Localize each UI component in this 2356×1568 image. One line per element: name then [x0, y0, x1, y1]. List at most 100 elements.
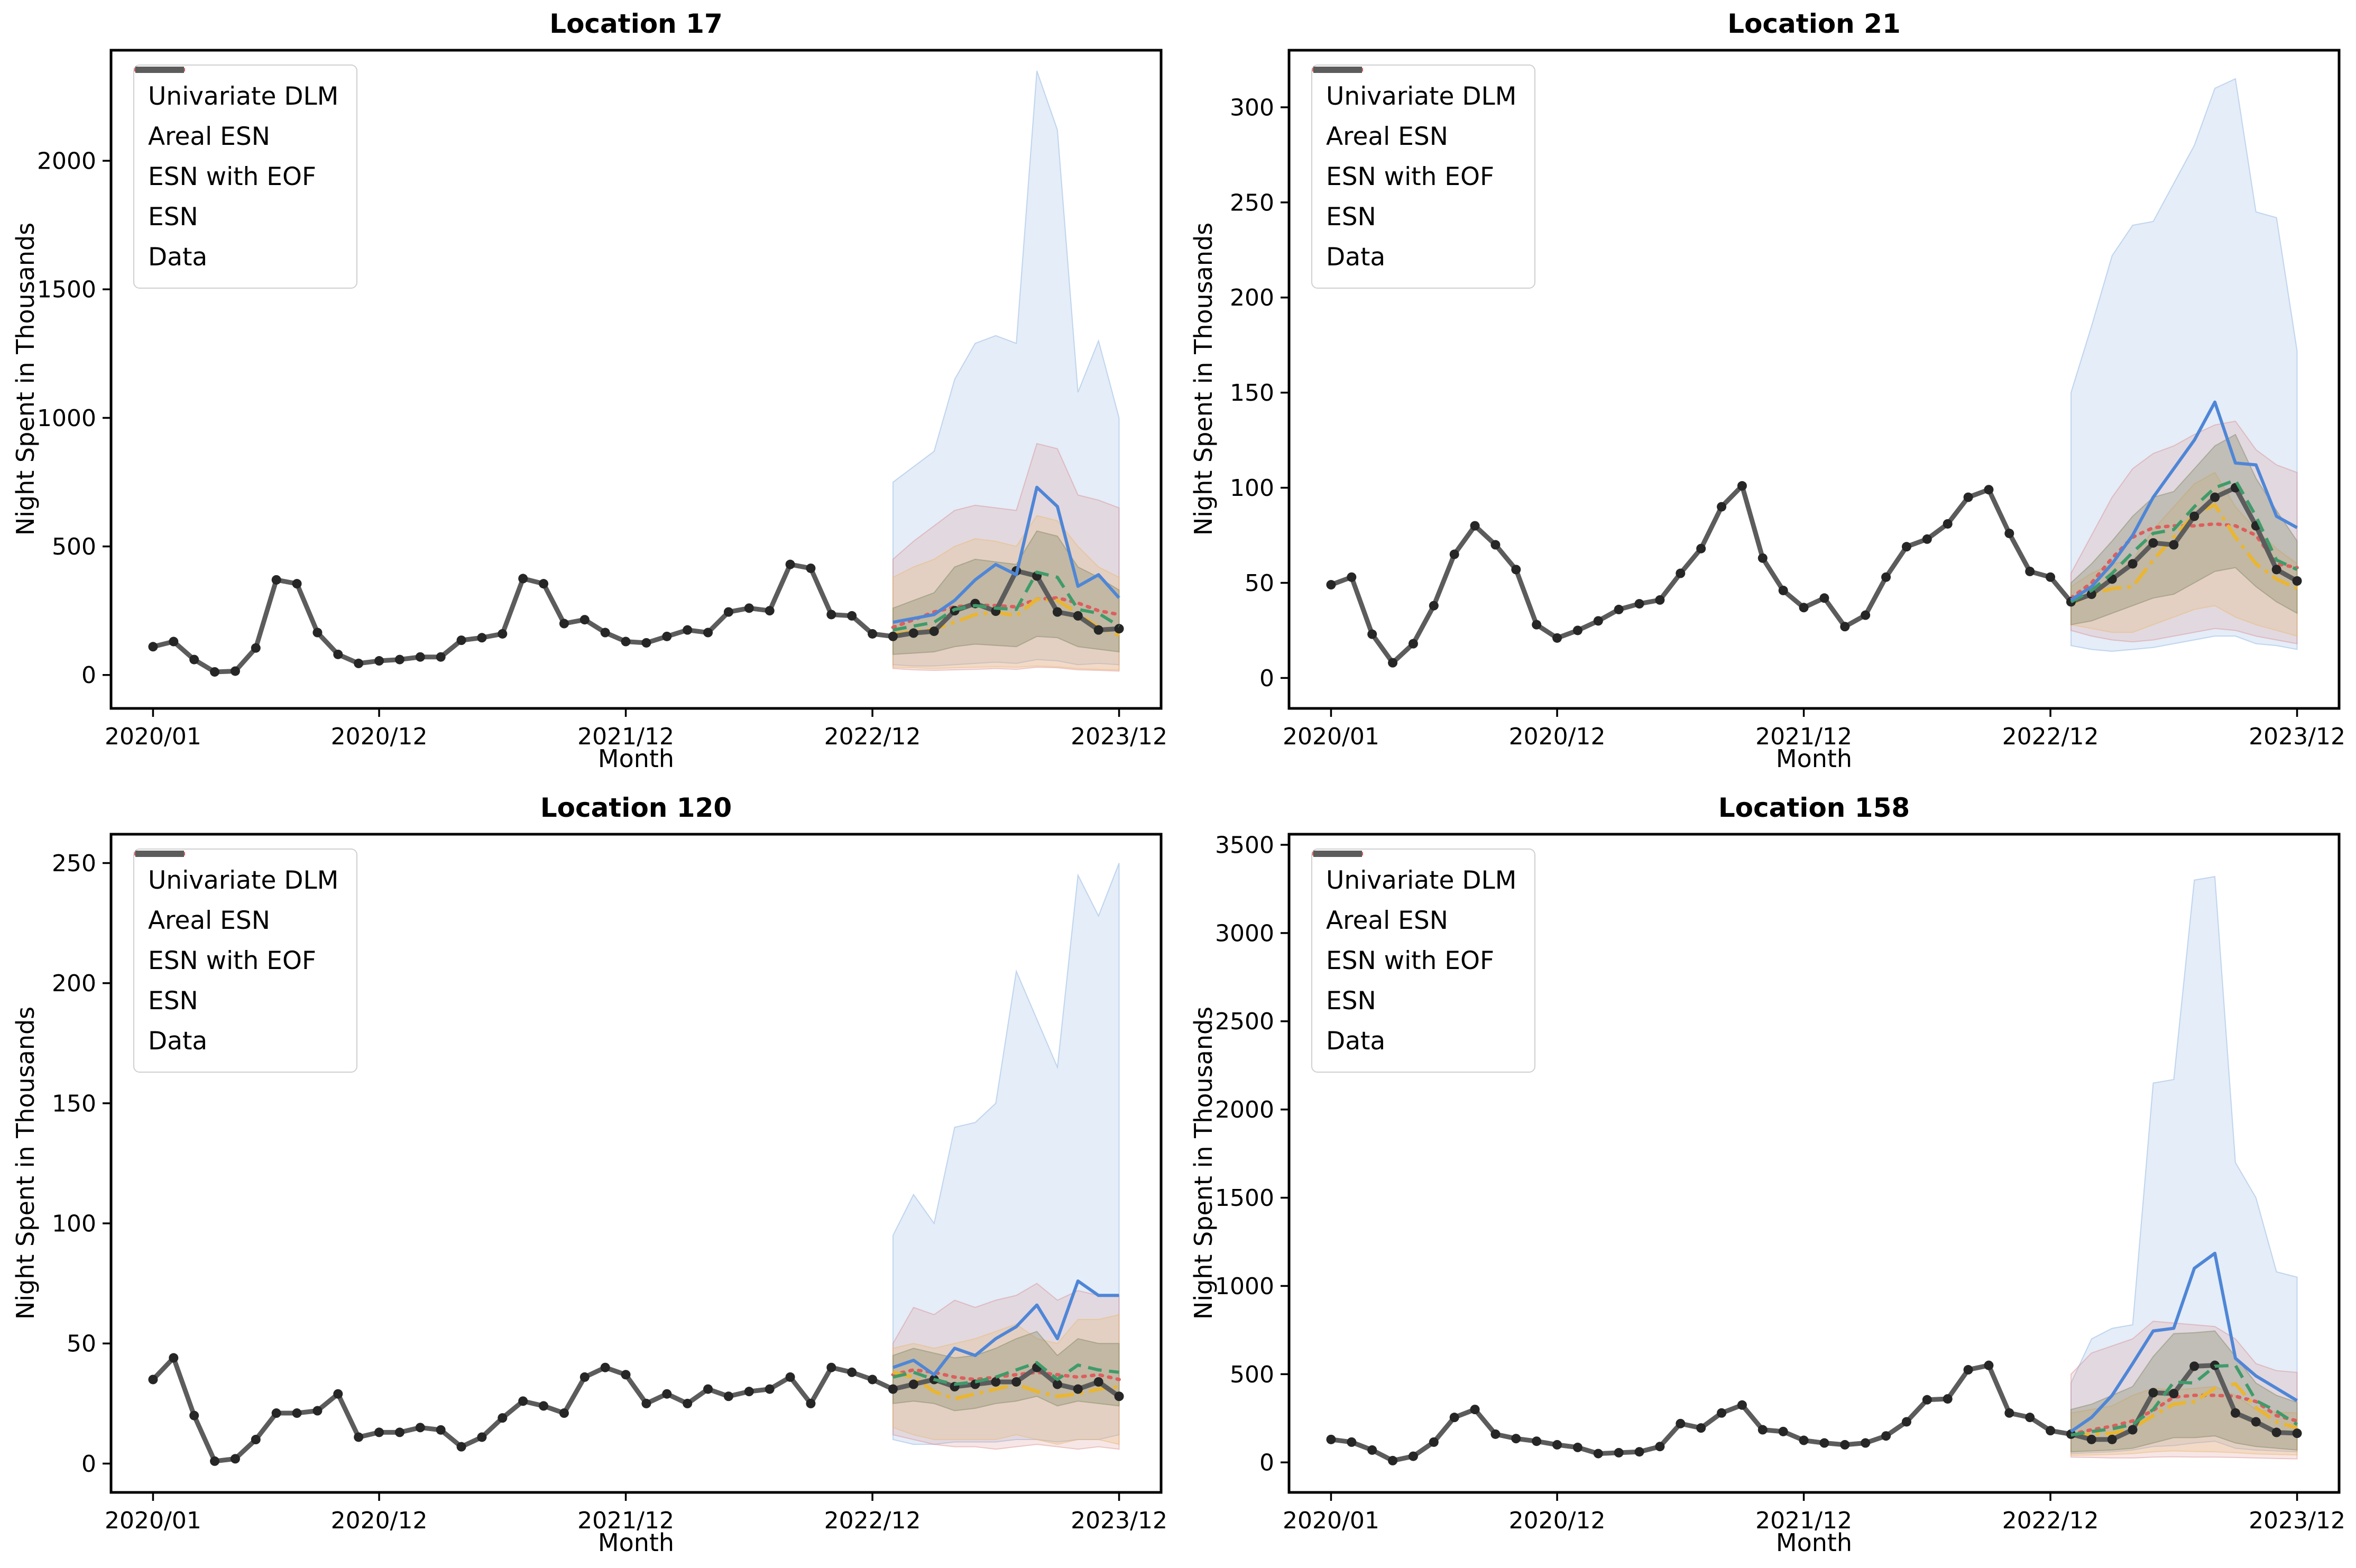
data-point-marker: [1778, 585, 1788, 595]
data-point-marker: [1696, 543, 1706, 554]
data-point-marker: [929, 626, 939, 637]
legend-item-label: Data: [148, 1026, 208, 1056]
data-point-marker: [621, 1370, 631, 1380]
esn-forecast-line: [2069, 1394, 2299, 1436]
data-point-marker: [251, 1435, 261, 1445]
esn-with-eof-forecast-line: [2070, 1382, 2298, 1438]
x-tick-label: 2020/12: [331, 1507, 428, 1534]
legend-item-label: Univariate DLM: [1326, 81, 1517, 111]
data-point-marker: [723, 607, 733, 617]
data-legend-line-icon: [1313, 851, 1362, 857]
data-point-marker: [2046, 572, 2056, 582]
data-point-marker: [189, 1410, 199, 1421]
data-point-marker: [210, 1456, 220, 1466]
data-point-marker: [765, 606, 775, 616]
data-point-marker: [1388, 1455, 1398, 1465]
y-tick-label: 0: [1259, 1450, 1274, 1477]
legend-item-label: ESN: [1326, 986, 1376, 1016]
x-tick-label: 2023/12: [1071, 1507, 1167, 1534]
y-axis-label: Night Spent in Thousands: [1189, 1006, 1218, 1320]
y-tick-label: 500: [1230, 1361, 1274, 1388]
legend-item-dlm: Univariate DLM: [135, 68, 338, 116]
data-point-marker: [354, 658, 364, 668]
data-point-marker: [1717, 502, 1727, 512]
data-point-marker: [559, 1408, 569, 1418]
data-point-marker: [991, 1377, 1001, 1387]
legend-item-data: Data: [135, 851, 338, 1061]
legend-item-areal_esn: Areal ESN: [1313, 852, 1516, 940]
data-point-marker: [1114, 1391, 1124, 1401]
data-point-marker: [436, 652, 446, 662]
legend-item-label: ESN with EOF: [1326, 946, 1495, 975]
areal-esn-forecast-line: [892, 1361, 1119, 1386]
data-point-marker: [847, 1367, 857, 1377]
plot-border: [1287, 833, 2341, 1494]
areal_esn-interval-band: [2070, 1330, 2298, 1453]
data-point-marker: [579, 1372, 590, 1382]
data-point-marker: [210, 667, 220, 677]
data-point-marker: [1819, 593, 1829, 603]
esn-with-eof-forecast-line: [2070, 503, 2298, 606]
data-point-marker: [1696, 1423, 1706, 1433]
data-point-marker: [1593, 616, 1603, 626]
data-point-marker: [2251, 1417, 2261, 1427]
data-point-marker: [1737, 481, 1747, 491]
data-point-marker: [2025, 1413, 2035, 1423]
data-point-marker: [2271, 1427, 2281, 1437]
plot-border: [109, 833, 1163, 1494]
data-point-marker: [744, 603, 754, 613]
data-point-marker: [600, 1362, 610, 1372]
data-point-marker: [559, 619, 569, 629]
data-point-marker: [1408, 1451, 1418, 1461]
areal-esn-forecast-line: [2070, 1363, 2298, 1437]
data-point-marker: [1861, 1438, 1871, 1448]
data-point-marker: [1943, 519, 1953, 529]
data-point-marker: [456, 1442, 466, 1452]
data-point-marker: [1367, 1445, 1377, 1455]
data-point-marker: [312, 1406, 323, 1416]
data-point-marker: [2004, 1408, 2014, 1418]
legend-item-label: Areal ESN: [148, 122, 270, 151]
data-point-marker: [1532, 620, 1542, 630]
y-tick-label: 100: [52, 1210, 96, 1237]
data-point-marker: [744, 1387, 754, 1397]
data-point-marker: [1901, 1417, 1911, 1427]
legend-item-label: Data: [148, 242, 208, 272]
legend-item-areal_esn: Areal ESN: [1313, 68, 1516, 156]
y-tick-label: 0: [81, 1451, 96, 1478]
plot-border: [1287, 49, 2341, 710]
data-point-marker: [1861, 610, 1871, 620]
data-point-marker: [2086, 1434, 2096, 1444]
data-point-marker: [1052, 607, 1062, 617]
data-point-marker: [1799, 1435, 1809, 1445]
y-tick-label: 200: [1230, 284, 1274, 311]
data-point-marker: [415, 652, 425, 662]
data-point-marker: [2169, 540, 2179, 550]
data-point-marker: [1326, 580, 1336, 590]
y-tick-label: 0: [1259, 665, 1274, 692]
legend-item-label: Areal ESN: [148, 906, 270, 935]
legend-item-label: ESN with EOF: [148, 162, 317, 191]
data-point-marker: [765, 1384, 775, 1394]
data-point-marker: [868, 1375, 878, 1385]
data-point-marker: [1470, 1405, 1480, 1415]
x-tick-label: 2021/12: [577, 723, 674, 750]
data-point-marker: [1347, 572, 1357, 582]
data-point-marker: [1511, 565, 1521, 575]
data-point-marker: [2210, 492, 2220, 502]
legend-item-esn_eof: ESN with EOF: [135, 852, 338, 981]
chart-canvas: 0 500 1000 1500 2000 2500 3000 3500 2020/01 2020/…: [1215, 832, 2345, 1534]
esn-with-eof-forecast-line: [892, 1370, 1119, 1401]
data-point-marker: [2271, 565, 2281, 575]
x-tick-label: 2020/12: [1509, 1507, 1606, 1534]
data-point-marker: [641, 1398, 651, 1408]
dlm-interval-band: [2070, 78, 2298, 652]
y-tick-label: 3000: [1215, 920, 1274, 947]
data-point-marker: [806, 563, 816, 573]
data-point-marker: [456, 635, 466, 645]
y-tick-label: 250: [1230, 189, 1274, 216]
x-tick-label: 2021/12: [1755, 1507, 1852, 1534]
data-point-marker: [2107, 1434, 2117, 1444]
data-point-marker: [1572, 1442, 1582, 1452]
legend-item-areal_esn: Areal ESN: [135, 852, 338, 940]
